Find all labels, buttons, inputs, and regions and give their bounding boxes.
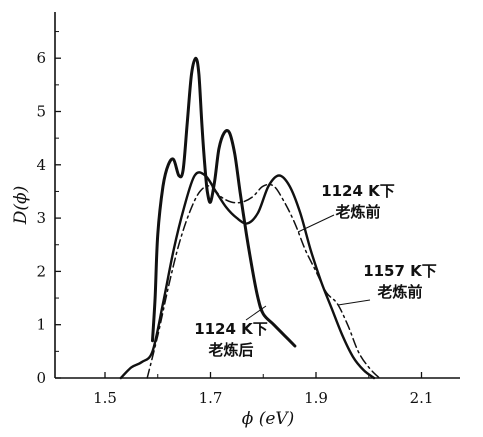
x-tick-label: 2.1 (410, 389, 434, 407)
x-tick-label: 1.5 (93, 389, 117, 407)
annotation-label-3: 1124 K下 (194, 320, 268, 338)
series-group (119, 56, 381, 380)
annotation-leader-2 (337, 299, 371, 306)
annotation-leader-1 (297, 214, 335, 233)
y-tick-label: 2 (36, 262, 46, 280)
axes (54, 12, 460, 379)
x-tick-label: 1.7 (199, 389, 223, 407)
y-tick-label: 5 (36, 103, 46, 121)
annotation-label-1: 1124 K下 (321, 182, 395, 200)
series-line-2 (119, 171, 376, 380)
annotation-label-2: 1157 K下 (363, 262, 437, 280)
y-tick-label: 4 (36, 156, 46, 174)
series-line-3 (146, 183, 381, 379)
annotation-label-3: 老炼后 (207, 341, 253, 359)
series-line-1 (151, 56, 297, 348)
y-tick-label: 6 (36, 49, 46, 67)
ticks: 0 1 2 3 4 5 6 1.5 1.7 1.9 2.1 (36, 31, 434, 407)
y-tick-label: 1 (36, 316, 46, 334)
x-axis-title: ϕ (eV) (242, 409, 295, 429)
y-tick-label: 3 (36, 209, 46, 227)
annotation-label-2: 老炼前 (376, 283, 422, 301)
x-tick-label: 1.9 (304, 389, 328, 407)
annotation-leader-3 (245, 305, 267, 321)
y-tick-label: 0 (36, 369, 46, 387)
annotation-label-1: 老炼前 (334, 203, 380, 221)
y-axis-title: D(ϕ) (11, 186, 31, 225)
